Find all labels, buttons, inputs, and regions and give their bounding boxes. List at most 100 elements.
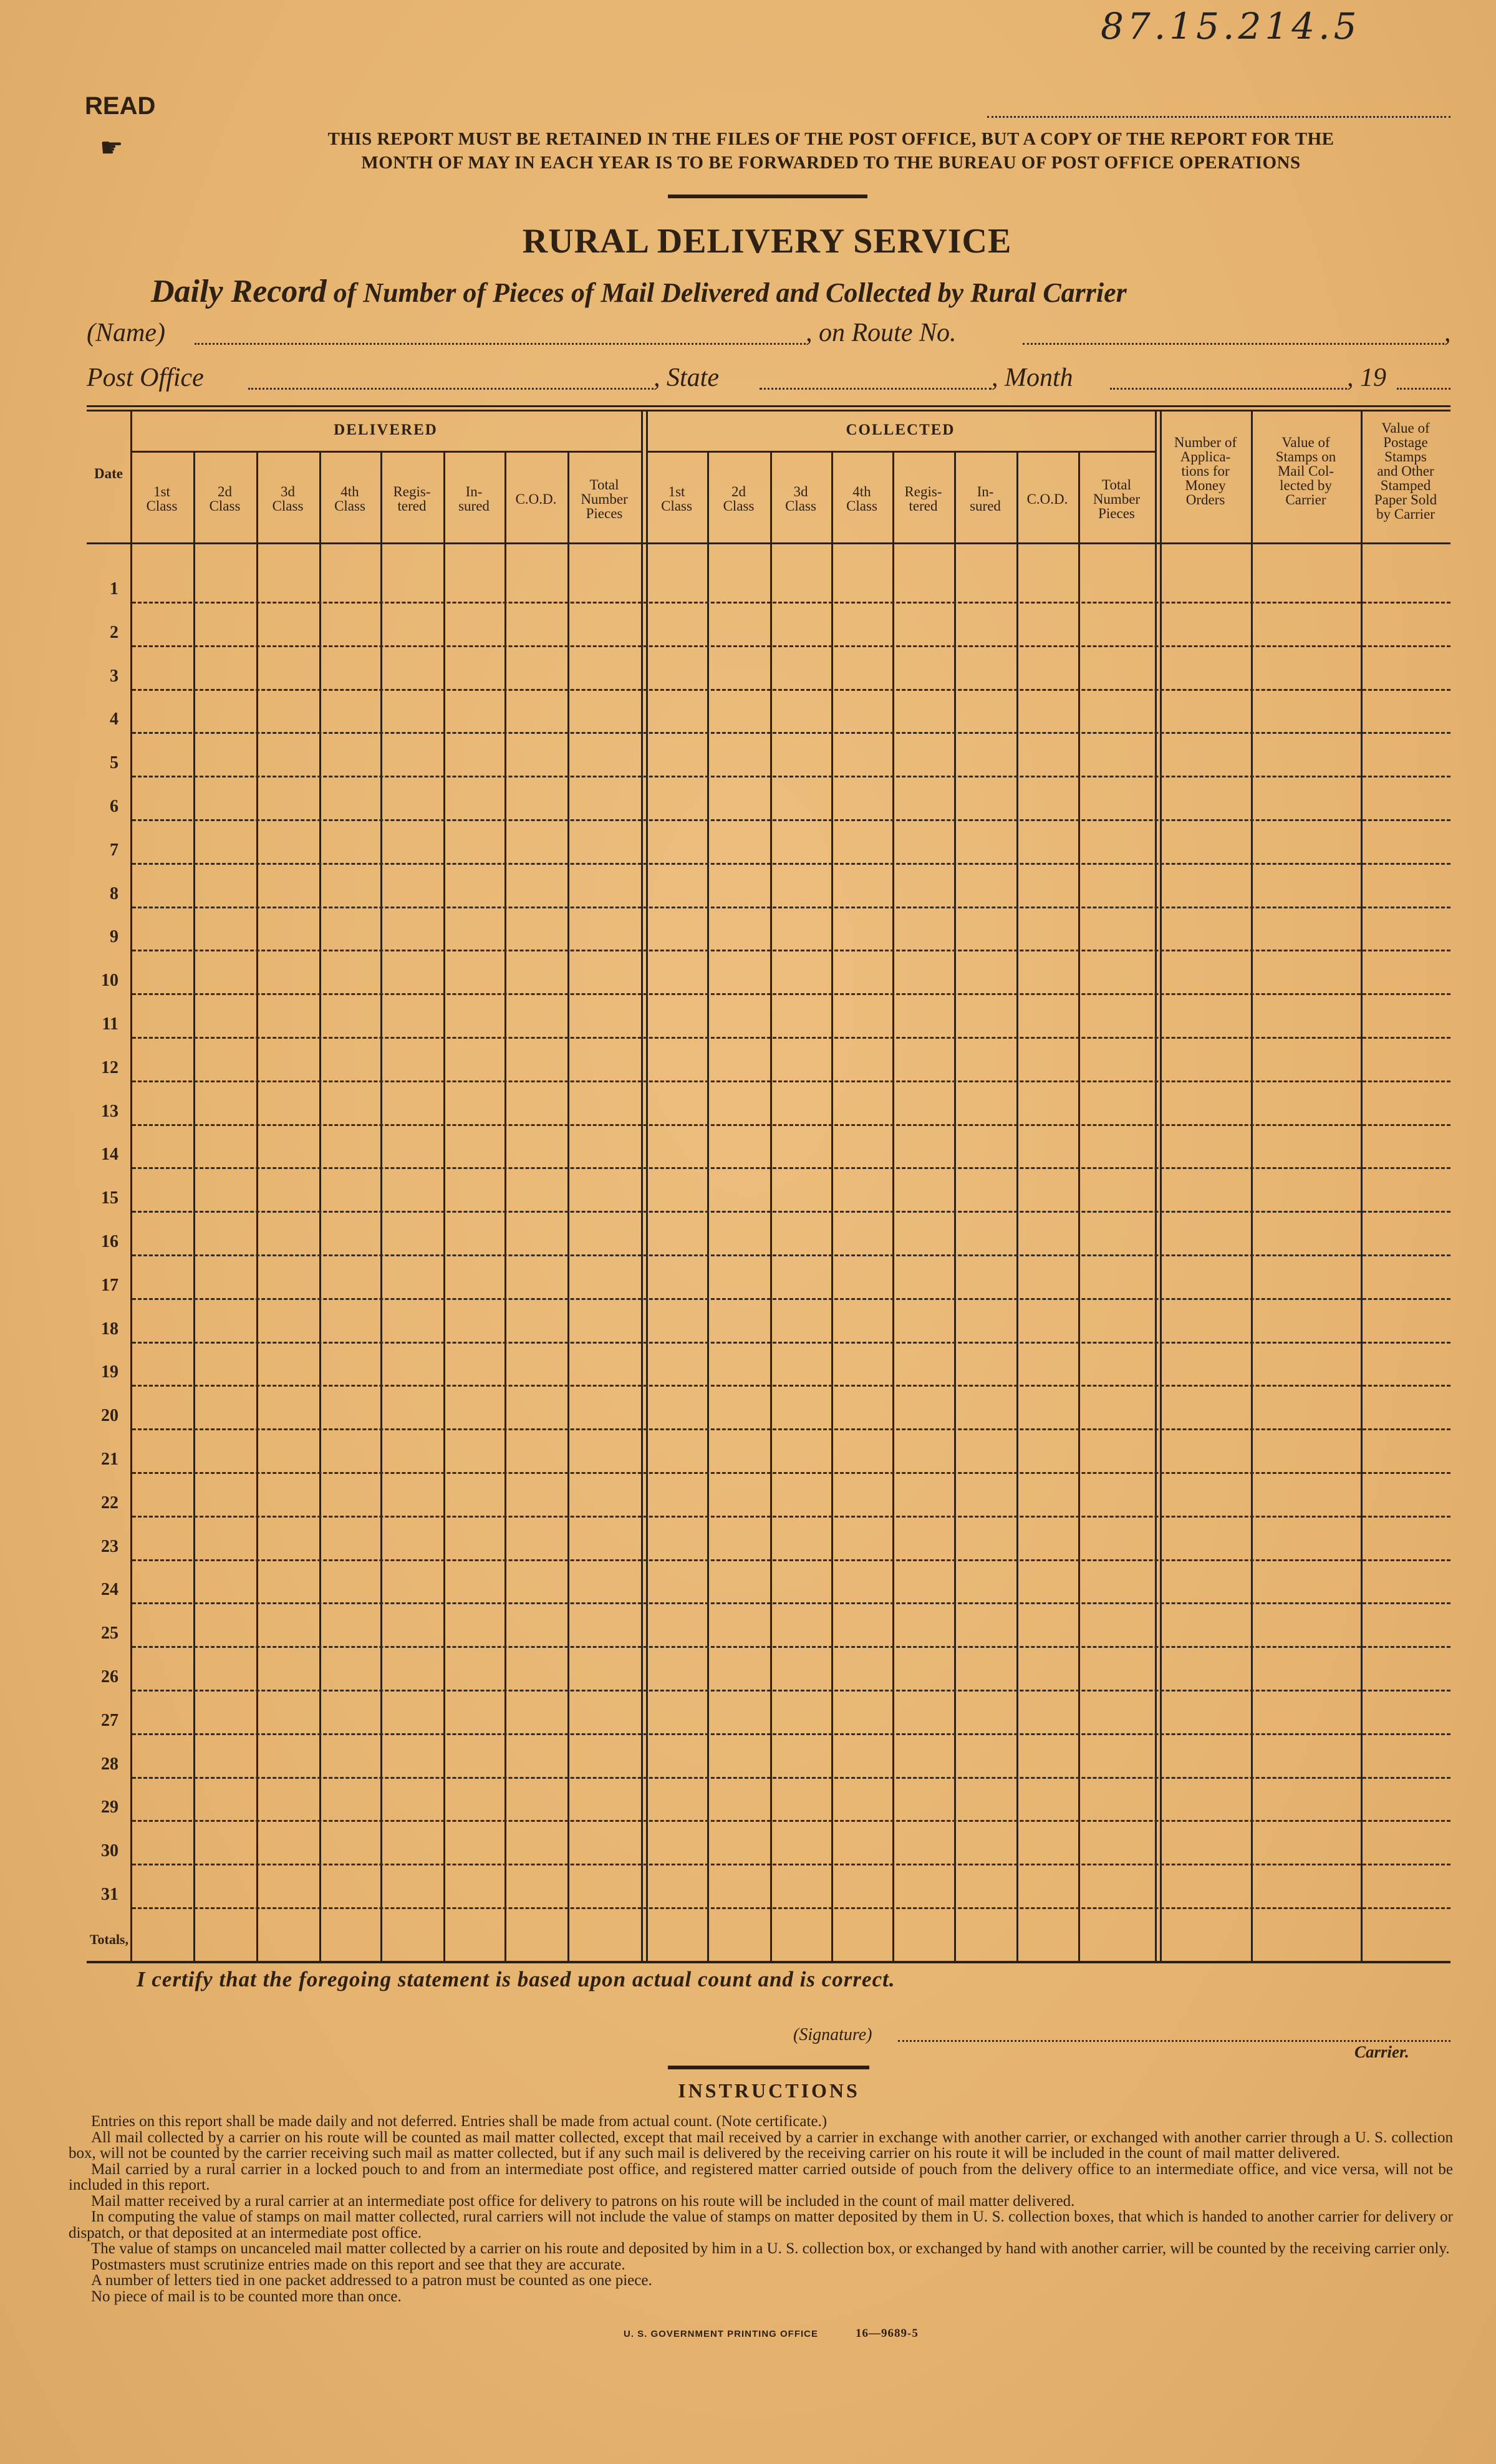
header-bottom-rule xyxy=(87,542,1450,544)
row-line xyxy=(132,776,1450,778)
column-header: C.O.D. xyxy=(1026,491,1068,507)
row-line xyxy=(132,819,1450,821)
column-rule xyxy=(130,410,132,1961)
row-date-label: 25 xyxy=(101,1624,118,1643)
column-rule xyxy=(831,451,833,1961)
row-date-label: 19 xyxy=(101,1362,118,1382)
column-rule xyxy=(1160,410,1162,1961)
row-line xyxy=(132,1428,1450,1431)
row-line xyxy=(132,1864,1450,1866)
instruction: The value of stamps on uncanceled mail m… xyxy=(91,2240,1450,2257)
column-rule xyxy=(380,451,382,1961)
row-date-label: 11 xyxy=(102,1014,118,1034)
subtitle-rest: of Number of Pieces of Mail Delivered an… xyxy=(326,277,1127,308)
column-rule xyxy=(1361,410,1363,1961)
column-rule xyxy=(443,451,445,1961)
collected-header: COLLECTED xyxy=(846,421,955,438)
column-header: 1st Class xyxy=(661,484,692,514)
column-header: 2d Class xyxy=(723,484,755,514)
handwritten-number: 87.15.214.5 xyxy=(1101,5,1361,47)
row-date-label: 12 xyxy=(101,1057,118,1077)
printer-name: U. S. GOVERNMENT PRINTING OFFICE xyxy=(624,2329,819,2339)
notice-text: THIS REPORT MUST BE RETAINED IN THE FILE… xyxy=(209,127,1453,175)
column-rule xyxy=(770,451,772,1961)
form-number: 16—9689-5 xyxy=(856,2327,919,2340)
column-rule xyxy=(707,451,709,1961)
row-line xyxy=(132,950,1450,952)
column-rule xyxy=(641,410,643,1961)
row-date-label: 24 xyxy=(101,1580,118,1600)
column-header: 4th Class xyxy=(334,484,365,514)
column-header: Total Number Pieces xyxy=(1093,476,1141,521)
notice-line-2: MONTH OF MAY IN EACH YEAR IS TO BE FORWA… xyxy=(361,153,1301,173)
row-line xyxy=(132,1385,1450,1387)
row-date-label: 18 xyxy=(101,1319,118,1339)
totals-label: Totals, xyxy=(89,1932,128,1947)
column-header: 3d Class xyxy=(272,484,304,514)
row-date-label: 10 xyxy=(101,971,118,991)
row-date-label: 14 xyxy=(101,1145,118,1165)
row-line xyxy=(132,1602,1450,1605)
column-header: Value of Postage Stamps and Other Stampe… xyxy=(1374,420,1437,522)
row-date-label: 22 xyxy=(101,1493,118,1513)
row-date-label: 26 xyxy=(101,1667,118,1687)
row-line xyxy=(132,1515,1450,1518)
column-rule xyxy=(1078,451,1080,1961)
column-rule xyxy=(256,451,258,1961)
signature-field[interactable] xyxy=(898,2040,1450,2042)
month-field[interactable] xyxy=(1110,388,1347,390)
month-label: , Month xyxy=(992,363,1073,392)
post-office-field[interactable] xyxy=(248,388,654,390)
column-header: 4th Class xyxy=(846,484,877,514)
column-header: Total Number Pieces xyxy=(581,476,628,521)
column-rule xyxy=(1155,410,1157,1961)
row-date-label: 21 xyxy=(101,1450,118,1469)
table-top-rule xyxy=(87,410,1450,411)
subtitle: Daily Record of Number of Pieces of Mail… xyxy=(151,273,1127,310)
delivered-header: DELIVERED xyxy=(334,421,438,438)
year-field[interactable] xyxy=(1397,388,1450,390)
row-line xyxy=(132,1733,1450,1735)
state-field[interactable] xyxy=(760,388,992,390)
column-rule xyxy=(319,451,321,1961)
name-label: (Name) xyxy=(87,319,165,347)
column-header: Value of Stamps on Mail Col- lected by C… xyxy=(1275,434,1336,508)
row-date-label: 31 xyxy=(101,1885,118,1904)
row-line xyxy=(132,1472,1450,1474)
delivered-subrule xyxy=(130,451,641,453)
row-date-label: 5 xyxy=(110,753,118,773)
row-line xyxy=(132,1690,1450,1692)
row-date-label: 29 xyxy=(101,1797,118,1817)
instruction: All mail collected by a carrier on his r… xyxy=(69,2129,1453,2162)
row-date-label: 20 xyxy=(101,1406,118,1426)
row-line xyxy=(132,688,1450,691)
column-rule xyxy=(1016,451,1018,1961)
column-header: 3d Class xyxy=(785,484,816,514)
row-date-label: 9 xyxy=(110,927,118,947)
row-line xyxy=(132,1080,1450,1082)
top-blank-line xyxy=(987,116,1450,118)
column-rule xyxy=(954,451,956,1961)
instruction: Mail carried by a rural carrier in a loc… xyxy=(69,2160,1453,2193)
column-rule xyxy=(646,410,648,1961)
post-office-label: Post Office xyxy=(87,363,204,392)
instruction: A number of letters tied in one packet a… xyxy=(91,2272,652,2289)
row-line xyxy=(132,1341,1450,1344)
row-date-label: 3 xyxy=(110,666,118,686)
year-label: , 19 xyxy=(1347,363,1386,392)
name-field[interactable] xyxy=(195,343,806,345)
route-field[interactable] xyxy=(1023,343,1444,345)
column-header: Number of Applica- tions for Money Order… xyxy=(1174,434,1237,508)
certification-text: I certify that the foregoing statement i… xyxy=(137,1967,895,1991)
row-date-label: 17 xyxy=(101,1275,118,1295)
divider-rule xyxy=(668,195,867,198)
row-date-label: 28 xyxy=(101,1754,118,1774)
table-top-rule xyxy=(87,405,1450,407)
row-line xyxy=(132,862,1450,865)
column-header: Regis- tered xyxy=(393,484,431,514)
row-date-label: 7 xyxy=(110,840,118,860)
pointing-hand-icon: ☛ xyxy=(100,134,123,163)
divider-rule-2 xyxy=(668,2066,869,2069)
instructions-text: Entries on this report shall be made dai… xyxy=(69,2114,1453,2304)
instructions-heading: INSTRUCTIONS xyxy=(678,2079,860,2102)
